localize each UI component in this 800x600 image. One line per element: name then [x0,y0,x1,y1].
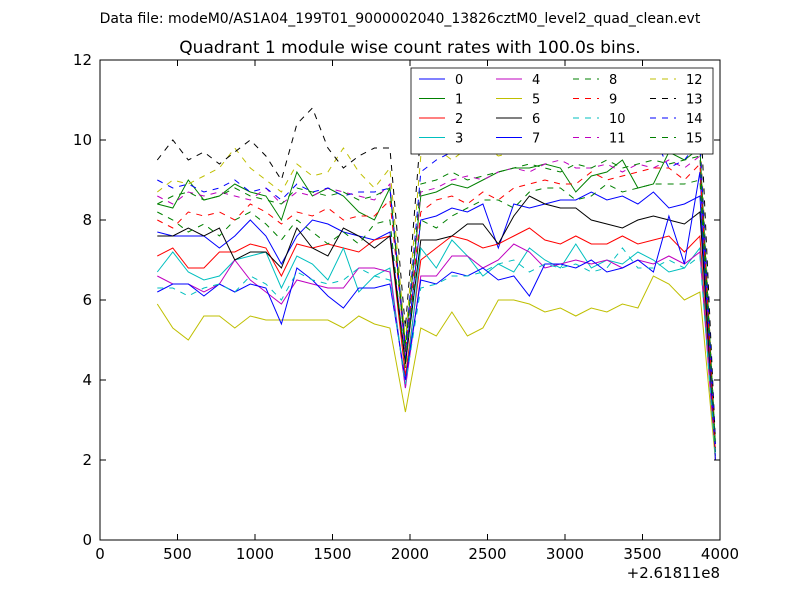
x-tick-label: 2500 [468,545,506,563]
legend-label-3: 3 [455,132,463,147]
legend-label-5: 5 [532,93,540,108]
legend-label-7: 7 [532,132,540,147]
series-line-0 [157,191,716,453]
y-tick-label: 2 [82,451,92,469]
series-line-5 [156,275,716,461]
series-line-2 [157,227,716,457]
legend-label-1: 1 [455,93,463,108]
figure-suptitle: Data file: modeM0/AS1A04_199T01_90000020… [100,11,701,27]
x-tick-label: 4000 [701,545,739,563]
series-line-14 [157,102,716,445]
x-tick-label: 1000 [236,545,274,563]
legend-label-10: 10 [609,112,626,127]
legend-label-2: 2 [455,112,463,127]
y-tick-label: 0 [82,531,92,549]
legend-label-9: 9 [609,93,617,108]
x-tick-label: 2000 [391,545,429,563]
legend-label-12: 12 [686,73,703,88]
series-line-1 [157,147,716,445]
y-tick-label: 6 [82,291,92,309]
x-tick-label: 1500 [313,545,351,563]
legend-label-14: 14 [686,112,703,127]
series-line-4 [157,243,716,461]
x-tick-label: 3000 [546,545,584,563]
legend-label-15: 15 [686,132,703,147]
y-tick-label: 4 [82,371,92,389]
series-line-15 [157,155,716,449]
x-axis-offset-label: +2.61811e8 [627,564,720,582]
legend-label-0: 0 [455,73,463,88]
legend-label-6: 6 [532,112,540,127]
series-line-10 [157,247,716,457]
series-line-6 [157,195,716,453]
x-tick-label: 0 [95,545,105,563]
legend-label-11: 11 [609,132,626,147]
y-tick-label: 8 [82,211,92,229]
series-line-11 [157,155,716,449]
y-tick-label: 10 [73,131,92,149]
series-line-7 [157,171,716,461]
y-tick-label: 12 [73,51,92,69]
tick-layer: 0 500 1000 1500 2000 2500 3000 3500 400002468101… [73,51,739,563]
series-line-12 [156,130,716,445]
series-line-8 [157,179,716,449]
x-tick-label: 3500 [623,545,661,563]
chart-title: Quadrant 1 module wise count rates with … [179,38,640,58]
legend-box [410,67,714,155]
legend-label-8: 8 [609,73,617,88]
legend-label-13: 13 [686,93,703,108]
x-tick-label: 500 [163,545,192,563]
legend-label-4: 4 [532,73,540,88]
series-line-9 [157,162,716,453]
series-line-3 [156,239,716,457]
